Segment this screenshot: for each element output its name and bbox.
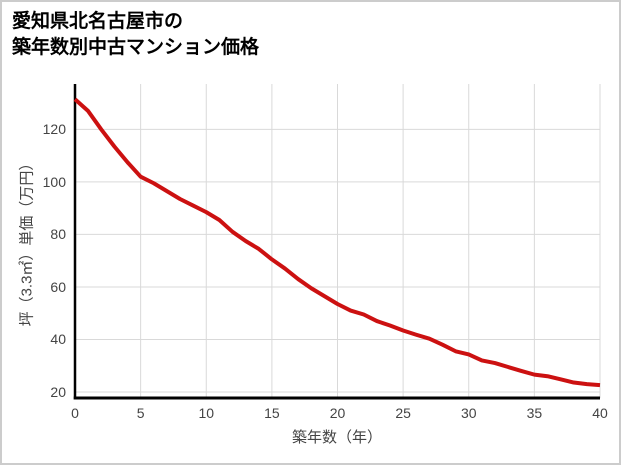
x-tick-label: 10 (198, 405, 215, 421)
x-axis-title: 築年数（年） (291, 429, 383, 446)
x-tick-label: 40 (592, 405, 608, 421)
chart-title-line2: 築年数別中古マンション価格 (12, 37, 260, 58)
y-tick-label: 120 (42, 121, 66, 138)
x-tick-label: 35 (526, 405, 543, 421)
price-line-series (73, 97, 601, 388)
y-tick-label: 100 (42, 173, 66, 190)
x-tick-label: 30 (460, 405, 477, 421)
x-tick-label: 5 (136, 405, 145, 421)
chart-title-line1: 愛知県北名古屋市の (12, 11, 184, 32)
chart-title: 愛知県北名古屋市の 築年数別中古マンション価格 (12, 9, 259, 61)
x-tick-label: 25 (395, 405, 411, 421)
y-tick-label: 60 (50, 278, 66, 295)
y-tick-label: 20 (50, 383, 66, 400)
x-tick-label: 15 (264, 405, 280, 421)
y-tick-label: 80 (50, 226, 66, 243)
y-tick-label: 40 (50, 331, 66, 348)
x-tick-label: 20 (329, 405, 346, 421)
x-tick-label: 0 (71, 405, 79, 421)
